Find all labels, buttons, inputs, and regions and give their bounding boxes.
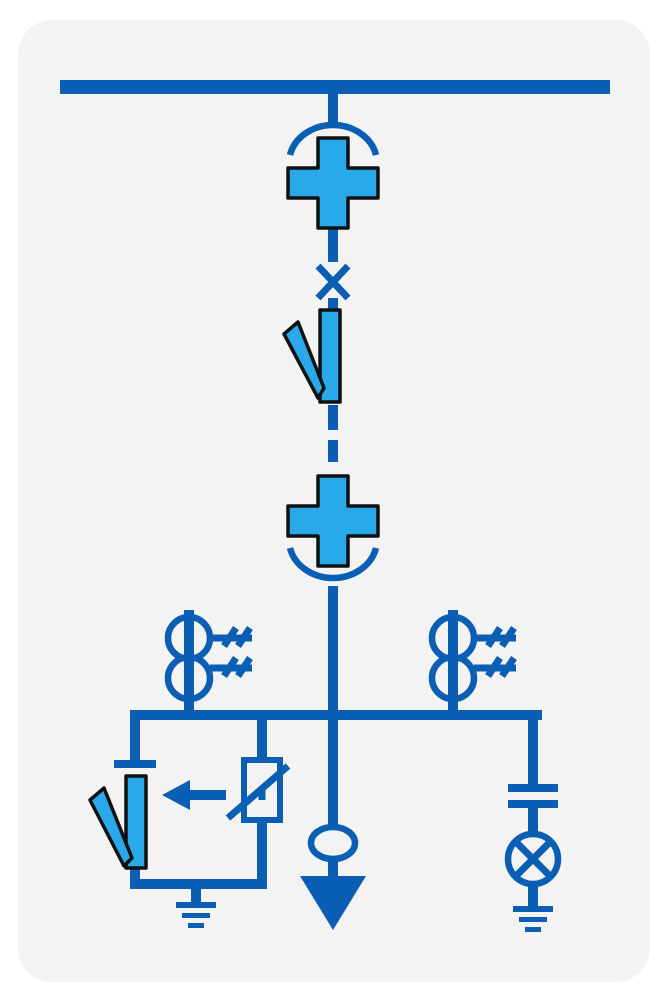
circuit-breaker-icon	[315, 263, 351, 301]
main-busbar-icon	[60, 80, 610, 94]
cable-current-transformer-icon	[307, 823, 359, 863]
indicator-lamp-icon	[504, 830, 562, 888]
earthing-switch-icon	[88, 760, 226, 870]
surge-arrester-icon	[225, 757, 291, 823]
upper-plug-in-contact-icon	[286, 121, 380, 230]
current-transformer-left-icon	[164, 610, 253, 712]
disconnector-switch-icon	[282, 308, 342, 404]
capacitor-icon	[508, 784, 558, 808]
current-transformer-right-icon	[428, 610, 517, 712]
earthing-branch-lines	[130, 715, 267, 902]
distribution-bus-line	[130, 710, 542, 720]
cable-outgoing-arrow-icon	[300, 876, 366, 930]
ground-right-icon	[513, 906, 553, 932]
lower-plug-in-contact-icon	[286, 474, 380, 582]
ground-left-icon	[176, 902, 216, 928]
